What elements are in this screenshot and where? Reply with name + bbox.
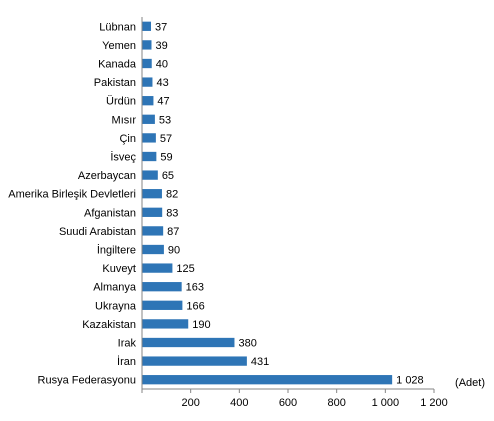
- value-label: 163: [186, 282, 204, 294]
- category-label: Rusya Federasyonu: [38, 375, 136, 387]
- category-label: Kazakistan: [82, 319, 136, 331]
- category-label: Mısır: [112, 114, 137, 126]
- category-label: Suudi Arabistan: [59, 226, 136, 238]
- bar: [142, 77, 153, 87]
- x-tick-label: 600: [279, 397, 297, 409]
- category-label: Irak: [118, 338, 137, 350]
- category-label: Amerika Birleşik Devletleri: [8, 189, 136, 201]
- bar: [142, 244, 164, 255]
- category-label: Çin: [119, 133, 136, 145]
- bar: [142, 21, 152, 31]
- value-label: 1 028: [396, 375, 424, 387]
- bar: [142, 337, 235, 348]
- bar: [142, 96, 154, 106]
- bar: [142, 282, 182, 292]
- value-label: 39: [155, 40, 167, 52]
- bar: [142, 189, 162, 199]
- category-label: Kuveyt: [102, 263, 136, 275]
- category-label: Yemen: [102, 40, 136, 52]
- bar: [142, 114, 155, 124]
- value-label: 83: [166, 207, 178, 219]
- value-label: 59: [160, 152, 172, 164]
- category-label: İran: [117, 355, 136, 368]
- category-label: İngiltere: [97, 244, 136, 257]
- category-label: Azerbaycan: [78, 170, 136, 182]
- category-label: Kanada: [98, 59, 137, 71]
- unit-label: (Adet): [455, 377, 485, 389]
- bar: [142, 207, 163, 217]
- bar: [142, 356, 247, 366]
- x-tick-label: 1 200: [420, 397, 448, 409]
- bar: [142, 40, 152, 50]
- value-label: 166: [186, 300, 204, 312]
- bar: [142, 263, 173, 273]
- x-tick-label: 200: [181, 397, 199, 409]
- category-label: Almanya: [93, 282, 137, 294]
- bar: [142, 151, 157, 162]
- category-label: Lübnan: [99, 21, 136, 33]
- value-label: 431: [251, 356, 269, 368]
- category-label: Ürdün: [106, 96, 136, 108]
- bar: [142, 375, 393, 385]
- value-label: 380: [238, 338, 256, 350]
- value-label: 65: [162, 170, 174, 182]
- bar: [142, 300, 183, 310]
- value-label: 40: [156, 59, 168, 71]
- value-label: 90: [168, 245, 180, 257]
- value-label: 125: [176, 263, 194, 275]
- value-labels-group: 37 39 40 43 47 53 57 59 65 82 83 87 90 125 163 166 190 38…: [155, 21, 424, 386]
- value-label: 53: [159, 114, 171, 126]
- bars-group: [142, 21, 393, 385]
- bar: [142, 170, 158, 180]
- category-label: Pakistan: [94, 77, 136, 89]
- x-ticks-group: 200 400 600 800 1 000 1 200: [141, 389, 448, 409]
- category-label: Afganistan: [84, 207, 136, 219]
- value-label: 47: [157, 96, 169, 108]
- bar: [142, 58, 152, 69]
- x-tick-label: 1 000: [372, 397, 400, 409]
- value-label: 57: [160, 133, 172, 145]
- x-tick-label: 800: [327, 397, 345, 409]
- bar: [142, 319, 189, 329]
- bar: [142, 133, 156, 143]
- category-label: İsveç: [110, 151, 136, 164]
- value-label: 190: [192, 319, 210, 331]
- x-tick-label: 400: [230, 397, 248, 409]
- value-label: 82: [166, 189, 178, 201]
- bar: [142, 226, 164, 236]
- category-labels-group: Lübnan Yemen Kanada Pakistan Ürdün Mısır Çin İs…: [8, 21, 137, 386]
- category-label: Ukrayna: [95, 300, 137, 312]
- value-label: 87: [167, 226, 179, 238]
- value-label: 43: [156, 77, 168, 89]
- value-label: 37: [155, 21, 167, 33]
